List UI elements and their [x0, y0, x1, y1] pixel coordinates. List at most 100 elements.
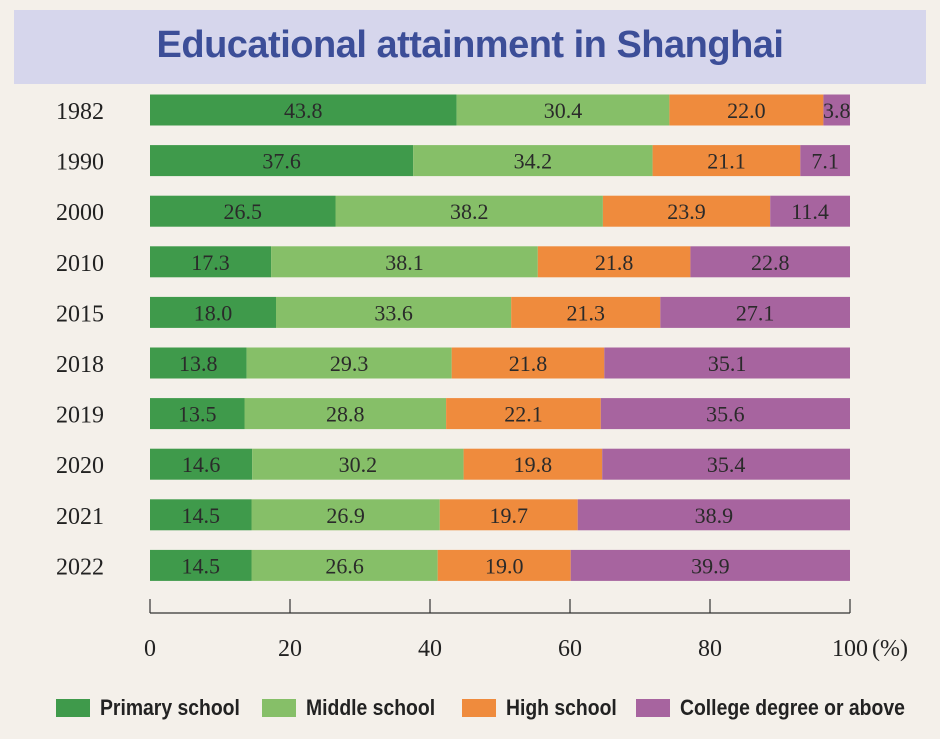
x-tick-label-20: 20	[278, 636, 302, 662]
bar-college-degree-or-above-2022	[570, 549, 850, 581]
data-label-high-school-1990: 21.1	[707, 149, 746, 174]
bar-college-degree-or-above-2010	[690, 246, 850, 278]
data-label-high-school-2022: 19.0	[485, 553, 524, 578]
data-label-high-school-2018: 21.8	[509, 351, 548, 376]
bar-middle-school-1982	[456, 94, 670, 126]
bar-primary-school-2015	[150, 296, 276, 328]
data-label-college-degree-or-above-2000: 11.4	[791, 199, 829, 224]
data-label-middle-school-2015: 33.6	[374, 300, 413, 325]
data-label-middle-school-2021: 26.9	[326, 503, 365, 528]
bar-primary-school-2010	[150, 246, 272, 278]
legend-label-middle-school: Middle school	[306, 695, 436, 720]
bar-high-school-1982	[669, 94, 824, 126]
category-label-2019: 2019	[56, 403, 104, 429]
bar-high-school-2019	[446, 398, 601, 430]
bar-middle-school-1990	[413, 145, 653, 177]
bar-primary-school-2020	[150, 448, 253, 480]
data-label-high-school-1982: 22.0	[727, 98, 766, 123]
data-label-primary-school-2021: 14.5	[182, 503, 221, 528]
data-label-primary-school-1982: 43.8	[284, 98, 323, 123]
legend-label-high-school: High school	[506, 695, 617, 720]
data-label-college-degree-or-above-2010: 22.8	[751, 250, 790, 275]
data-label-primary-school-2015: 18.0	[194, 300, 233, 325]
bar-high-school-2018	[451, 347, 605, 379]
category-label-1990: 1990	[56, 150, 104, 176]
category-label-2018: 2018	[56, 352, 104, 378]
bar-high-school-2022	[437, 549, 571, 581]
data-label-high-school-2019: 22.1	[504, 402, 543, 427]
title-bar: Educational attainment in Shanghai	[14, 10, 926, 84]
data-label-college-degree-or-above-2018: 35.1	[708, 351, 747, 376]
category-label-2000: 2000	[56, 200, 104, 226]
legend-swatch-college-degree-or-above	[636, 699, 670, 717]
data-label-middle-school-2010: 38.1	[385, 250, 424, 275]
data-label-high-school-2010: 21.8	[595, 250, 634, 275]
legend-item-college-degree-or-above: College degree or above	[636, 692, 936, 724]
x-tick-label-100: 100	[832, 636, 868, 662]
data-label-college-degree-or-above-1990: 7.1	[811, 149, 839, 174]
data-label-primary-school-1990: 37.6	[262, 149, 301, 174]
bar-college-degree-or-above-2021	[577, 499, 850, 531]
data-label-primary-school-2022: 14.5	[182, 553, 221, 578]
bar-college-degree-or-above-2020	[602, 448, 850, 480]
data-label-college-degree-or-above-2019: 35.6	[706, 402, 745, 427]
data-label-middle-school-2000: 38.2	[450, 199, 489, 224]
legend-swatch-primary-school	[56, 699, 90, 717]
bar-high-school-2010	[537, 246, 691, 278]
legend-label-college-degree-or-above: College degree or above	[680, 695, 905, 720]
bar-primary-school-2000	[150, 195, 336, 227]
data-label-primary-school-2019: 13.5	[178, 402, 217, 427]
bar-college-degree-or-above-2000	[770, 195, 850, 227]
legend-item-primary-school: Primary school	[56, 692, 259, 724]
bar-middle-school-2000	[335, 195, 603, 227]
data-label-college-degree-or-above-2020: 35.4	[707, 452, 746, 477]
category-label-2015: 2015	[56, 301, 104, 327]
bar-middle-school-2019	[244, 398, 447, 430]
category-label-2010: 2010	[56, 251, 104, 277]
data-label-high-school-2000: 23.9	[667, 199, 706, 224]
bar-college-degree-or-above-2019	[600, 398, 850, 430]
bar-primary-school-2022	[150, 549, 252, 581]
bar-high-school-2021	[439, 499, 578, 531]
data-label-middle-school-2018: 29.3	[330, 351, 369, 376]
x-tick-label-80: 80	[698, 636, 722, 662]
stacked-bar-chart: 1982 43.8 30.4 22.0 3.8 1990 37.6 34.2 21.1 7.1 20…	[56, 94, 908, 662]
data-label-college-degree-or-above-2015: 27.1	[736, 300, 775, 325]
category-label-2022: 2022	[56, 554, 104, 580]
data-label-primary-school-2000: 26.5	[224, 199, 263, 224]
legend-swatch-middle-school	[262, 699, 296, 717]
bar-primary-school-2021	[150, 499, 252, 531]
x-tick-label-0: 0	[144, 636, 156, 662]
data-label-college-degree-or-above-2022: 39.9	[691, 553, 730, 578]
category-label-2021: 2021	[56, 504, 104, 530]
data-label-middle-school-2019: 28.8	[326, 402, 365, 427]
legend-item-middle-school: Middle school	[262, 692, 453, 724]
bar-college-degree-or-above-1982	[823, 94, 850, 126]
data-label-high-school-2020: 19.8	[514, 452, 553, 477]
legend-item-high-school: High school	[462, 692, 632, 724]
bar-middle-school-2021	[251, 499, 440, 531]
bar-high-school-2000	[602, 195, 771, 227]
bar-primary-school-1990	[150, 145, 414, 177]
bar-college-degree-or-above-1990	[800, 145, 850, 177]
bar-middle-school-2022	[251, 549, 438, 581]
bar-high-school-1990	[652, 145, 801, 177]
data-label-primary-school-2018: 13.8	[179, 351, 218, 376]
bar-middle-school-2018	[246, 347, 452, 379]
data-label-middle-school-1990: 34.2	[514, 149, 553, 174]
bar-primary-school-1982	[150, 94, 457, 126]
bar-primary-school-2018	[150, 347, 247, 379]
data-label-college-degree-or-above-1982: 3.8	[823, 98, 851, 123]
data-label-primary-school-2010: 17.3	[191, 250, 230, 275]
bar-primary-school-2019	[150, 398, 245, 430]
x-tick-label-40: 40	[418, 636, 442, 662]
data-label-middle-school-2020: 30.2	[339, 452, 378, 477]
data-label-middle-school-1982: 30.4	[544, 98, 583, 123]
category-label-2020: 2020	[56, 453, 104, 479]
bar-middle-school-2020	[252, 448, 464, 480]
x-tick-label-60: 60	[558, 636, 582, 662]
data-label-high-school-2021: 19.7	[490, 503, 529, 528]
legend: Primary school Middle school High school Co…	[0, 692, 940, 724]
legend-swatch-high-school	[462, 699, 496, 717]
legend-label-primary-school: Primary school	[100, 695, 240, 720]
